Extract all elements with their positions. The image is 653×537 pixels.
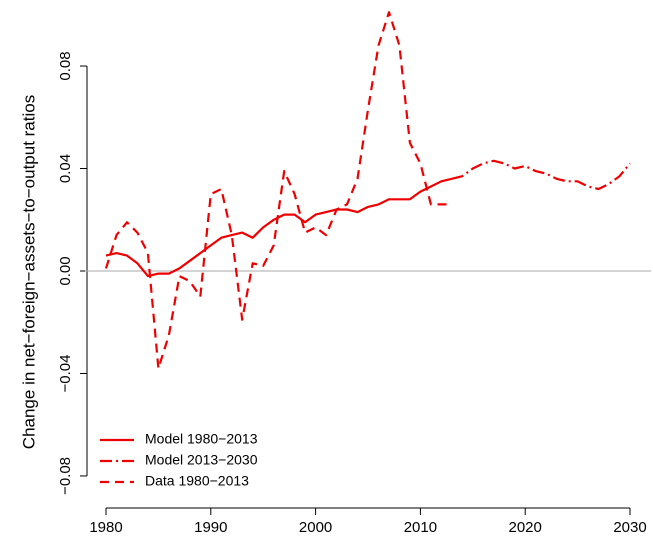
series-line (105, 177, 453, 278)
x-tick-label: 2000 (299, 519, 332, 536)
y-tick-label: 0.08 (57, 51, 74, 80)
legend-label: Model 2013−2030 (145, 452, 258, 468)
y-tick-label: 0.00 (57, 256, 74, 285)
series-line (104, 11, 452, 370)
y-tick-label: −0.04 (57, 354, 74, 392)
x-tick-label: 1980 (89, 519, 122, 536)
x-tick-label: 2010 (404, 519, 437, 536)
y-tick-label: −0.08 (57, 457, 74, 495)
x-tick-label: 2030 (613, 519, 646, 536)
y-axis-label: Change in net−foreign−assets−to−output r… (19, 95, 38, 449)
x-tick-label: 2020 (509, 519, 542, 536)
x-tick-label: 1990 (194, 519, 227, 536)
y-tick-label: 0.04 (57, 154, 74, 183)
series-line (451, 159, 631, 191)
legend-label: Model 1980−2013 (145, 431, 258, 447)
legend-label: Data 1980−2013 (145, 473, 249, 489)
